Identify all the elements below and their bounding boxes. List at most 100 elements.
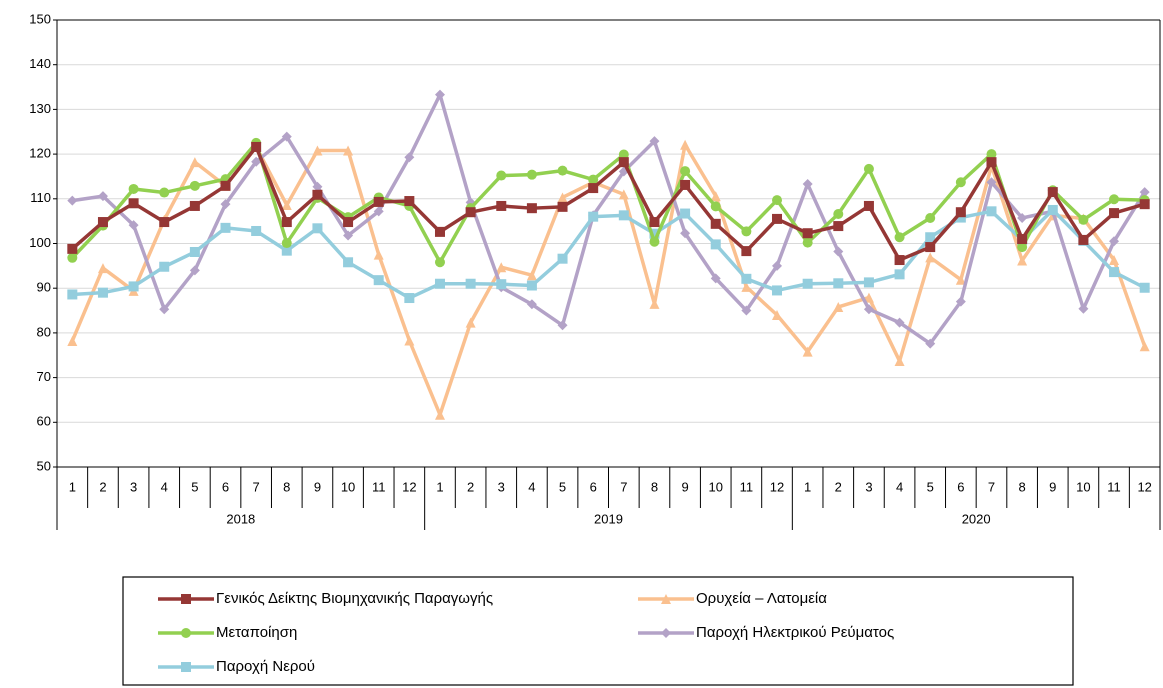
data-point bbox=[1139, 341, 1150, 352]
data-point bbox=[312, 145, 323, 156]
data-point bbox=[1047, 187, 1058, 198]
data-point bbox=[710, 273, 721, 284]
data-point bbox=[373, 206, 384, 217]
x-tick-label: 12 bbox=[1137, 479, 1151, 494]
data-point bbox=[588, 174, 599, 185]
series-line bbox=[71, 141, 1145, 265]
y-tick-label: 90 bbox=[37, 280, 51, 295]
data-point bbox=[67, 335, 78, 346]
data-point bbox=[894, 317, 905, 328]
data-point bbox=[1078, 303, 1089, 314]
data-point bbox=[496, 200, 507, 211]
x-tick-label: 3 bbox=[130, 479, 137, 494]
data-point bbox=[251, 225, 262, 236]
legend-marker bbox=[181, 662, 191, 672]
data-point bbox=[465, 207, 476, 218]
data-point bbox=[434, 226, 445, 237]
x-tick-label: 4 bbox=[161, 479, 168, 494]
data-point bbox=[802, 228, 813, 239]
data-point bbox=[404, 335, 415, 346]
data-point bbox=[680, 139, 691, 150]
data-point bbox=[802, 179, 813, 190]
data-point bbox=[97, 191, 108, 202]
data-point bbox=[772, 310, 783, 321]
data-point bbox=[863, 163, 874, 174]
data-point bbox=[465, 317, 476, 328]
data-point bbox=[67, 195, 78, 206]
x-tick-label: 8 bbox=[1019, 479, 1026, 494]
data-point bbox=[434, 89, 445, 100]
data-point bbox=[925, 232, 936, 243]
data-point bbox=[986, 149, 997, 160]
data-point bbox=[557, 192, 568, 203]
data-point bbox=[710, 218, 721, 229]
y-tick-label: 60 bbox=[37, 414, 51, 429]
data-point bbox=[802, 278, 813, 289]
data-point bbox=[312, 189, 323, 200]
data-point bbox=[955, 177, 966, 188]
data-point bbox=[986, 177, 997, 188]
x-tick-label: 10 bbox=[341, 479, 355, 494]
legend-box bbox=[122, 576, 1074, 686]
legend-label: Ορυχεία – Λατομεία bbox=[696, 590, 827, 607]
data-point bbox=[434, 257, 445, 268]
data-point bbox=[833, 208, 844, 219]
x-tick-label: 6 bbox=[957, 479, 964, 494]
y-tick-label: 80 bbox=[37, 324, 51, 339]
data-point bbox=[343, 217, 354, 228]
data-point bbox=[404, 293, 415, 304]
data-point bbox=[159, 304, 170, 315]
data-point bbox=[189, 200, 200, 211]
data-point bbox=[618, 189, 629, 200]
data-point bbox=[220, 199, 231, 210]
data-point bbox=[649, 236, 660, 247]
data-point bbox=[772, 213, 783, 224]
x-tick-label: 12 bbox=[770, 479, 784, 494]
data-point bbox=[710, 201, 721, 212]
data-point bbox=[128, 281, 139, 292]
data-point bbox=[312, 223, 323, 234]
data-point bbox=[1139, 187, 1150, 198]
x-tick-label: 2 bbox=[467, 479, 474, 494]
data-point bbox=[649, 228, 660, 239]
legend-label: Παροχή Νερού bbox=[216, 658, 315, 675]
x-tick-label: 9 bbox=[314, 479, 321, 494]
data-point bbox=[67, 289, 78, 300]
series-line bbox=[70, 142, 1147, 417]
y-tick-label: 150 bbox=[29, 11, 51, 26]
data-point bbox=[618, 157, 629, 168]
data-point bbox=[404, 196, 415, 207]
data-point bbox=[343, 257, 354, 268]
data-point bbox=[955, 296, 966, 307]
data-point bbox=[189, 265, 200, 276]
data-point bbox=[925, 338, 936, 349]
data-point bbox=[496, 279, 507, 290]
data-point bbox=[1109, 267, 1120, 278]
data-point bbox=[833, 278, 844, 289]
x-tick-label: 11 bbox=[1107, 479, 1121, 494]
data-point bbox=[128, 220, 139, 231]
data-point bbox=[97, 263, 108, 274]
data-point bbox=[557, 253, 568, 264]
data-point bbox=[802, 346, 813, 357]
data-point bbox=[1017, 213, 1028, 224]
data-point bbox=[373, 249, 384, 260]
data-point bbox=[680, 166, 691, 177]
data-point bbox=[434, 409, 445, 420]
y-tick-label: 100 bbox=[29, 235, 51, 250]
legend-marker bbox=[181, 594, 191, 604]
data-point bbox=[496, 262, 507, 273]
y-tick-label: 120 bbox=[29, 146, 51, 161]
x-tick-label: 10 bbox=[709, 479, 723, 494]
legend-marker bbox=[661, 594, 671, 604]
data-point bbox=[1109, 255, 1120, 266]
y-tick-label: 110 bbox=[30, 190, 51, 205]
data-point bbox=[97, 287, 108, 298]
x-group-label: 2019 bbox=[594, 511, 623, 526]
data-point bbox=[557, 201, 568, 212]
data-point bbox=[281, 131, 292, 142]
legend-marker bbox=[661, 628, 671, 638]
x-tick-label: 1 bbox=[804, 479, 811, 494]
data-point bbox=[986, 157, 997, 168]
x-tick-label: 7 bbox=[988, 479, 995, 494]
